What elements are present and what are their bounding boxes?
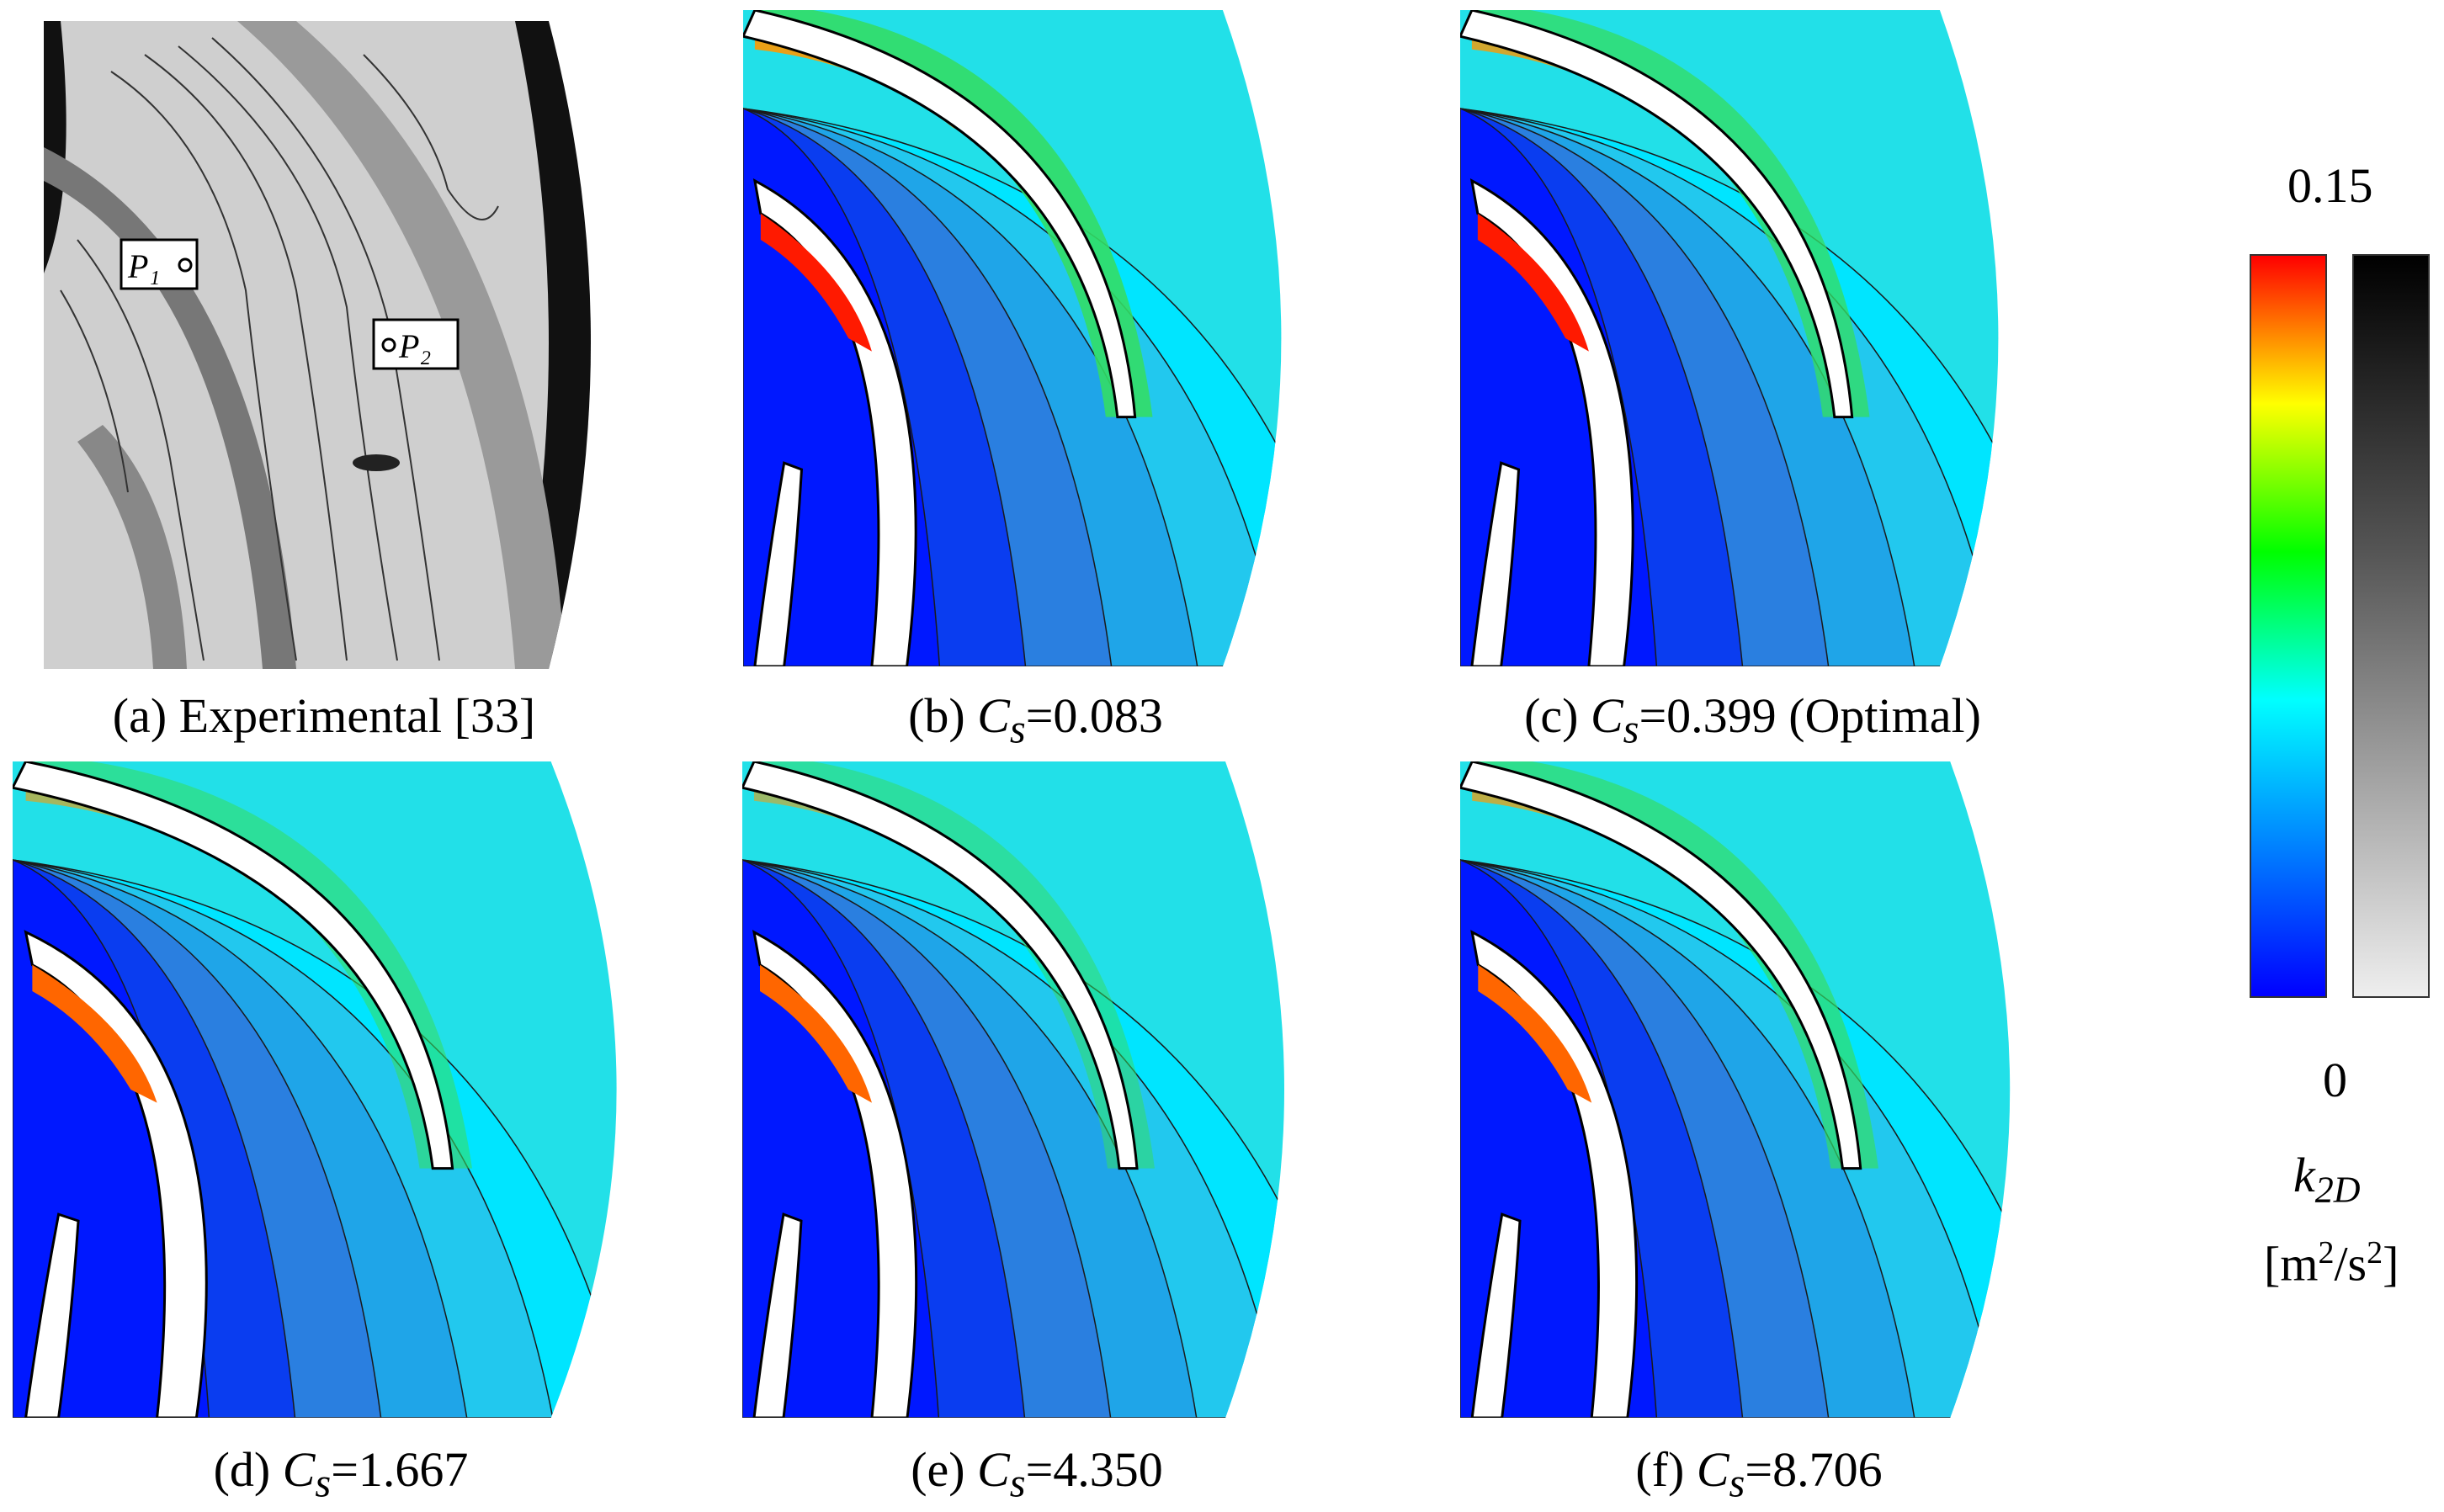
point-p2-marker: P₂	[372, 318, 460, 370]
unit-sup2: 2	[2367, 1235, 2383, 1271]
caption-e-sub: s	[1009, 1461, 1026, 1506]
unit-close: ]	[2383, 1236, 2399, 1292]
caption-c: (c) Cs=0.399 (Optimal)	[1431, 692, 2075, 751]
unit-sup1: 2	[2318, 1235, 2335, 1271]
panel-f-contour-plot	[1460, 761, 2058, 1418]
caption-d-prefix: (d)	[213, 1442, 283, 1497]
caption-d: (d) Cs=1.667	[34, 1446, 648, 1504]
caption-e-symbol: C	[977, 1442, 1010, 1497]
panel-c-contour-plot	[1460, 10, 2045, 666]
caption-f-prefix: (f)	[1635, 1442, 1697, 1497]
caption-c-value: =0.399	[1639, 688, 1777, 743]
caption-f-value: =8.706	[1745, 1442, 1883, 1497]
caption-f-symbol: C	[1696, 1442, 1729, 1497]
caption-e: (e) Cs=4.350	[742, 1446, 1331, 1504]
variable-subscript: 2D	[2314, 1169, 2361, 1211]
panel-b-contour-plot	[743, 10, 1328, 666]
colorbar-min-label: 0	[2323, 1053, 2347, 1107]
caption-f: (f) Cs=8.706	[1460, 1446, 2058, 1504]
svg-text:P₁: P₁	[127, 247, 160, 285]
panel-d-contour-plot	[13, 761, 669, 1418]
colorbar-variable-label: k2D	[2293, 1151, 2361, 1209]
caption-d-sub: s	[315, 1461, 332, 1506]
unit-mid: /s	[2334, 1236, 2367, 1292]
caption-d-symbol: C	[282, 1442, 316, 1497]
point-p1-marker: P₁	[120, 238, 199, 290]
caption-c-suffix: (Optimal)	[1776, 688, 1981, 743]
caption-b-symbol: C	[977, 688, 1010, 743]
caption-b-sub: s	[1009, 707, 1026, 752]
caption-b-value: =0.083	[1025, 688, 1163, 743]
caption-e-prefix: (e)	[911, 1442, 978, 1497]
variable-symbol: k	[2293, 1148, 2315, 1202]
colorbar-max-label: 0.15	[2287, 158, 2373, 213]
caption-c-prefix: (c)	[1524, 688, 1591, 743]
unit-open: [m	[2264, 1236, 2319, 1292]
caption-e-value: =4.350	[1025, 1442, 1163, 1497]
caption-d-value: =1.667	[331, 1442, 469, 1497]
panel-a-experimental-image: P₁ P₂	[44, 21, 608, 669]
colorbar-grayscale	[2352, 254, 2430, 998]
svg-text:P₂: P₂	[398, 327, 431, 365]
panel-e-contour-plot	[742, 761, 1331, 1418]
colorbar-color	[2250, 254, 2327, 998]
caption-b-prefix: (b)	[908, 688, 978, 743]
colorbar-unit-label: [m2/s2]	[2264, 1237, 2399, 1288]
caption-a: (a) Experimental [33]	[34, 692, 614, 740]
caption-c-symbol: C	[1590, 688, 1623, 743]
caption-b: (b) Cs=0.083	[743, 692, 1328, 751]
caption-f-sub: s	[1729, 1461, 1745, 1506]
caption-c-sub: s	[1623, 707, 1639, 752]
caption-a-text: (a) Experimental [33]	[112, 688, 536, 743]
